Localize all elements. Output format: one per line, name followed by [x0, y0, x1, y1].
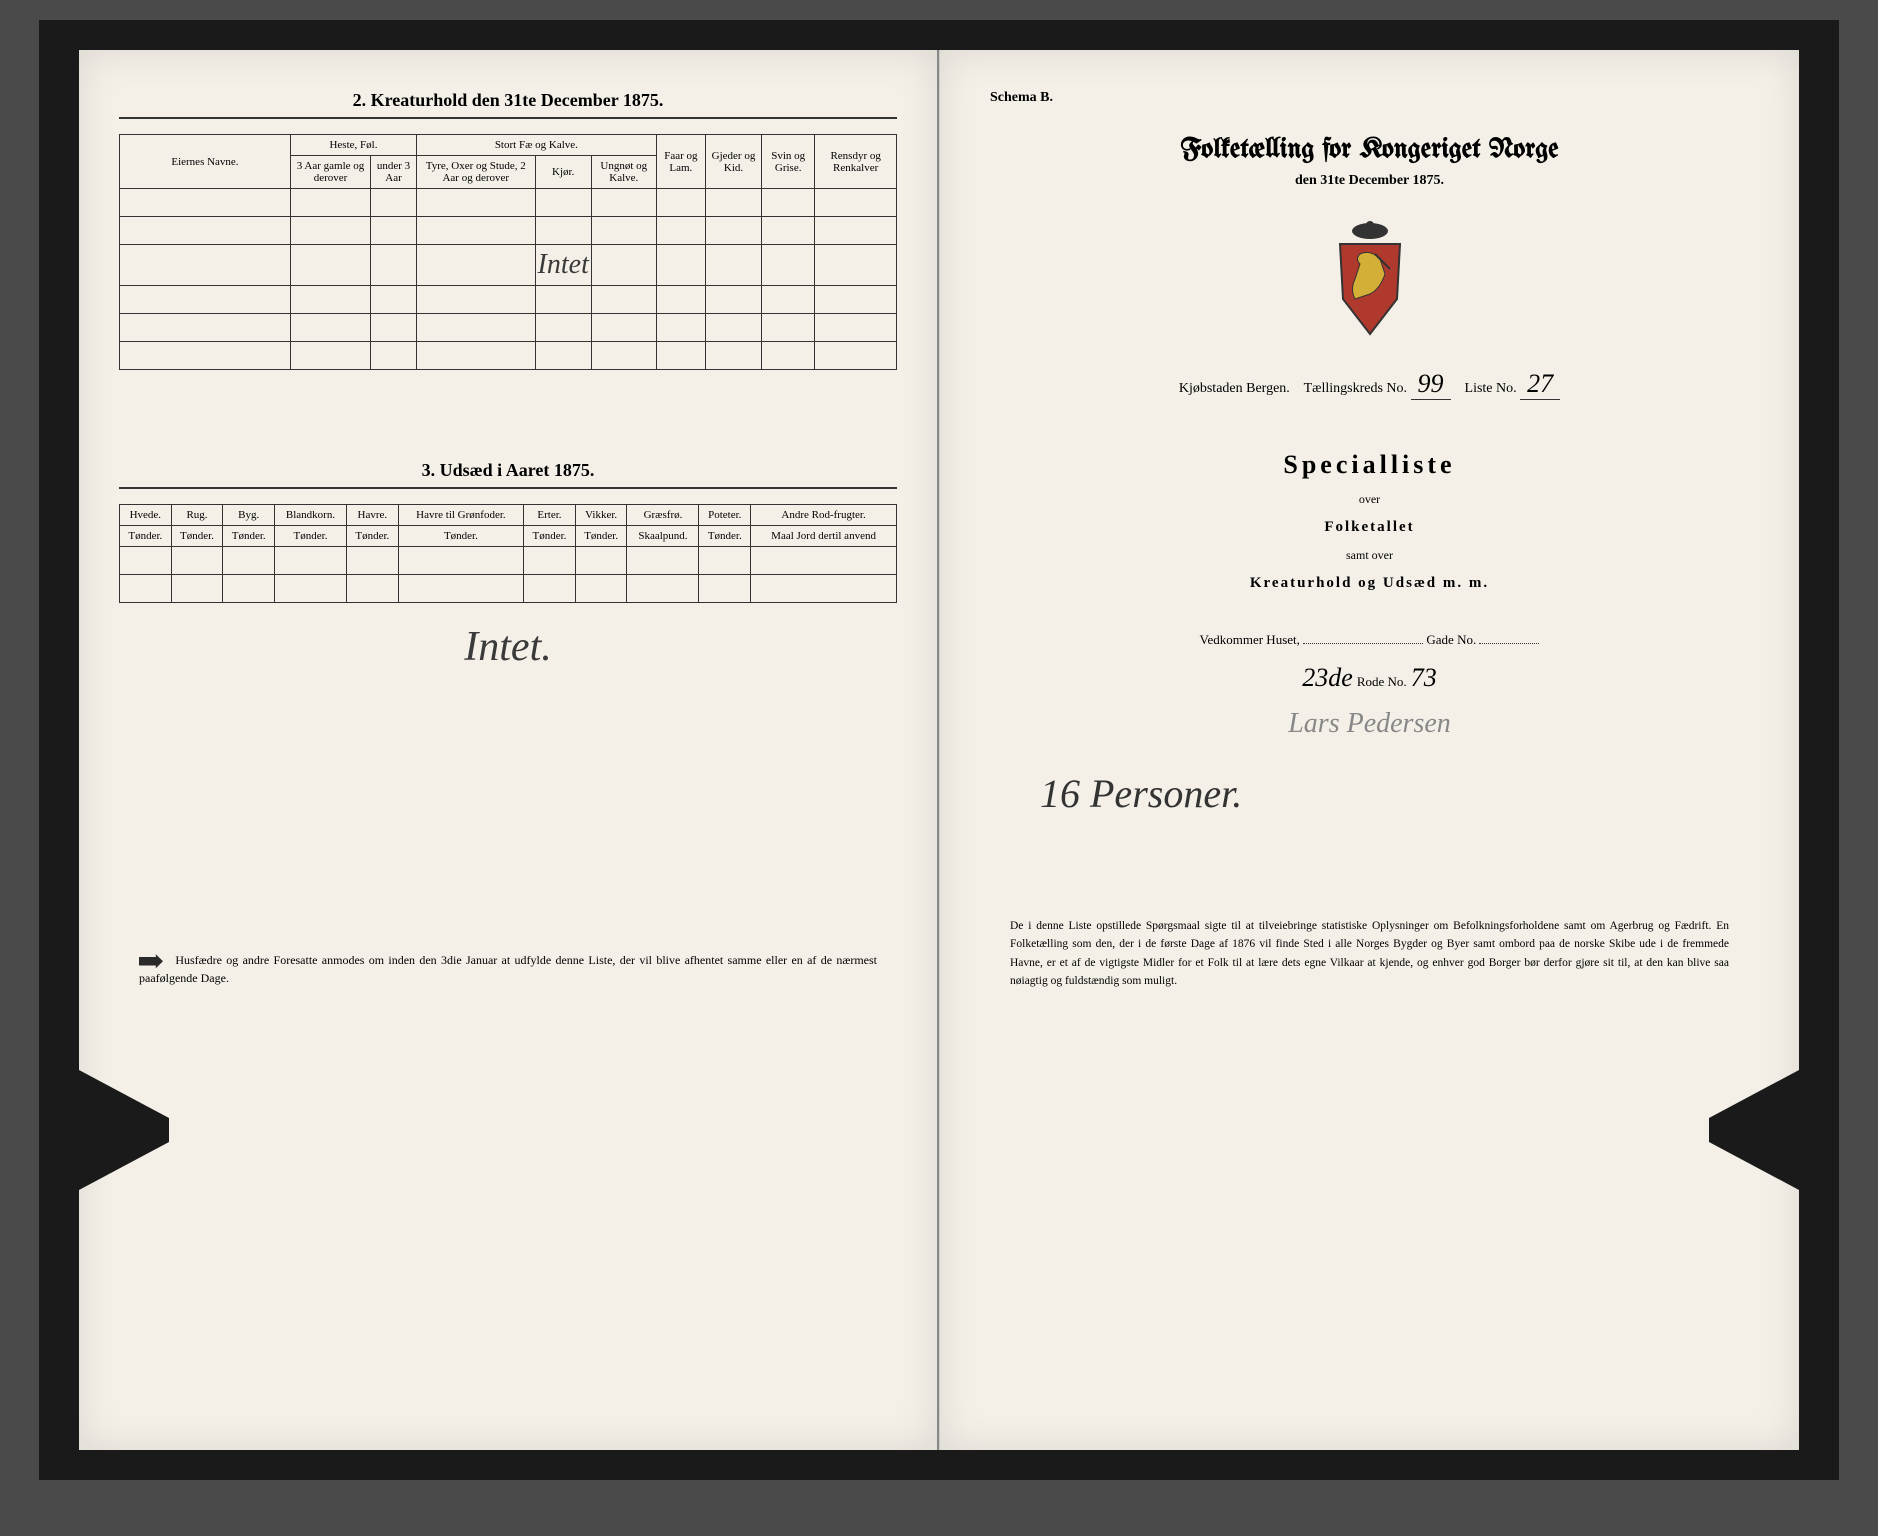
unit: Tønder. [223, 526, 275, 547]
rode-no: 73 [1411, 663, 1437, 692]
left-page: 2. Kreaturhold den 31te December 1875. E… [79, 50, 939, 1450]
special-title: Specialliste [980, 450, 1759, 480]
item1: Folketallet [980, 519, 1759, 536]
col: Poteter. [699, 505, 751, 526]
col: Byg. [223, 505, 275, 526]
pointer-icon [139, 954, 163, 968]
rode-label: Rode No. [1357, 674, 1407, 689]
schema-label: Schema B. [990, 90, 1759, 106]
grp-horses: Heste, Føl. [290, 135, 416, 156]
binder-clip-left [79, 1070, 169, 1190]
table-row [120, 314, 897, 342]
col: Andre Rod-frugter. [751, 505, 897, 526]
district-line: Kjøbstaden Bergen. Tællingskreds No. 99 … [980, 369, 1759, 400]
col-pigs: Svin og Grise. [762, 135, 815, 189]
liste-label: Liste No. [1465, 381, 1517, 396]
section2-title: 2. Kreaturhold den 31te December 1875. [119, 90, 897, 119]
col: Blandkorn. [275, 505, 347, 526]
main-title: Folketælling for Kongeriget Norge [980, 136, 1759, 165]
col: Havre til Grønfoder. [398, 505, 523, 526]
unit: Tønder. [120, 526, 172, 547]
sowing-entry: Intet. [119, 623, 897, 671]
persons-count: 16 Personer. [1040, 770, 1759, 817]
col-reindeer: Rensdyr og Renkalver [815, 135, 897, 189]
over2: samt over [980, 548, 1759, 563]
sowing-table: Hvede. Rug. Byg. Blandkorn. Havre. Havre… [119, 504, 897, 603]
col-owner: Eiernes Navne. [120, 135, 291, 189]
col-h1: 3 Aar gamle og derover [290, 156, 370, 189]
over1: over [980, 492, 1759, 507]
col: Erter. [524, 505, 576, 526]
coat-of-arms-icon [980, 219, 1759, 344]
house-line: Vedkommer Huset, Gade No. [980, 632, 1759, 648]
owner-name: Lars Pedersen [980, 708, 1759, 740]
table-row [120, 575, 897, 603]
sowing-header-1: Hvede. Rug. Byg. Blandkorn. Havre. Havre… [120, 505, 897, 526]
rode-line: 23de Rode No. 73 [980, 663, 1759, 693]
grp-cattle: Stort Fæ og Kalve. [417, 135, 657, 156]
livestock-entry: Intet [535, 245, 591, 286]
col: Hvede. [120, 505, 172, 526]
table-row [120, 342, 897, 370]
unit: Tønder. [275, 526, 347, 547]
livestock-table: Eiernes Navne. Heste, Føl. Stort Fæ og K… [119, 134, 897, 370]
unit: Tønder. [171, 526, 223, 547]
kreds-label: Tællingskreds No. [1304, 381, 1407, 396]
unit: Tønder. [575, 526, 627, 547]
bottom-note: De i denne Liste opstillede Spørgsmaal s… [980, 917, 1759, 991]
table-row: Intet [120, 245, 897, 286]
col: Rug. [171, 505, 223, 526]
unit: Tønder. [699, 526, 751, 547]
binder-clip-right [1709, 1070, 1799, 1190]
unit: Tønder. [524, 526, 576, 547]
col-goats: Gjeder og Kid. [705, 135, 761, 189]
rode-prefix: 23de [1302, 663, 1353, 692]
unit: Tønder. [346, 526, 398, 547]
left-footnote: Husfædre og andre Foresatte anmodes om i… [119, 951, 897, 987]
footnote-text: Husfædre og andre Foresatte anmodes om i… [139, 953, 877, 985]
sub-date: den 31te December 1875. [980, 173, 1759, 189]
col-c2: Kjør. [535, 156, 591, 189]
unit: Tønder. [398, 526, 523, 547]
col: Græsfrø. [627, 505, 699, 526]
table-row [120, 547, 897, 575]
right-page: Schema B. Folketælling for Kongeriget No… [939, 50, 1799, 1450]
table-row [120, 286, 897, 314]
item2: Kreaturhold og Udsæd m. m. [980, 575, 1759, 592]
col-c1: Tyre, Oxer og Stude, 2 Aar og derover [417, 156, 536, 189]
sowing-header-2: Tønder. Tønder. Tønder. Tønder. Tønder. … [120, 526, 897, 547]
section3-title: 3. Udsæd i Aaret 1875. [119, 460, 897, 489]
table-row [120, 217, 897, 245]
house-label: Vedkommer Huset, [1200, 632, 1300, 647]
unit: Maal Jord dertil anvend [751, 526, 897, 547]
gade-label: Gade No. [1426, 632, 1476, 647]
col-c3: Ungnøt og Kalve. [591, 156, 656, 189]
book-spread: 2. Kreaturhold den 31te December 1875. E… [39, 20, 1839, 1480]
table-row [120, 189, 897, 217]
liste-no: 27 [1520, 369, 1560, 400]
kreds-no: 99 [1411, 369, 1451, 400]
col-sheep: Faar og Lam. [656, 135, 705, 189]
col: Havre. [346, 505, 398, 526]
col: Vikker. [575, 505, 627, 526]
col-h2: under 3 Aar [371, 156, 417, 189]
unit: Skaalpund. [627, 526, 699, 547]
city-label: Kjøbstaden Bergen. [1179, 381, 1290, 396]
